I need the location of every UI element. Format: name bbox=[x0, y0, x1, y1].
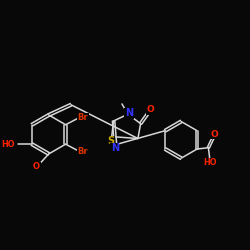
Text: HO: HO bbox=[203, 158, 216, 167]
Text: Br: Br bbox=[78, 147, 88, 156]
Text: O: O bbox=[210, 130, 218, 139]
Text: N: N bbox=[111, 144, 119, 154]
Text: O: O bbox=[33, 162, 40, 171]
Text: O: O bbox=[146, 105, 154, 114]
Text: S: S bbox=[108, 136, 115, 146]
Text: Br: Br bbox=[78, 113, 88, 122]
Text: N: N bbox=[125, 108, 133, 118]
Text: HO: HO bbox=[2, 140, 15, 149]
